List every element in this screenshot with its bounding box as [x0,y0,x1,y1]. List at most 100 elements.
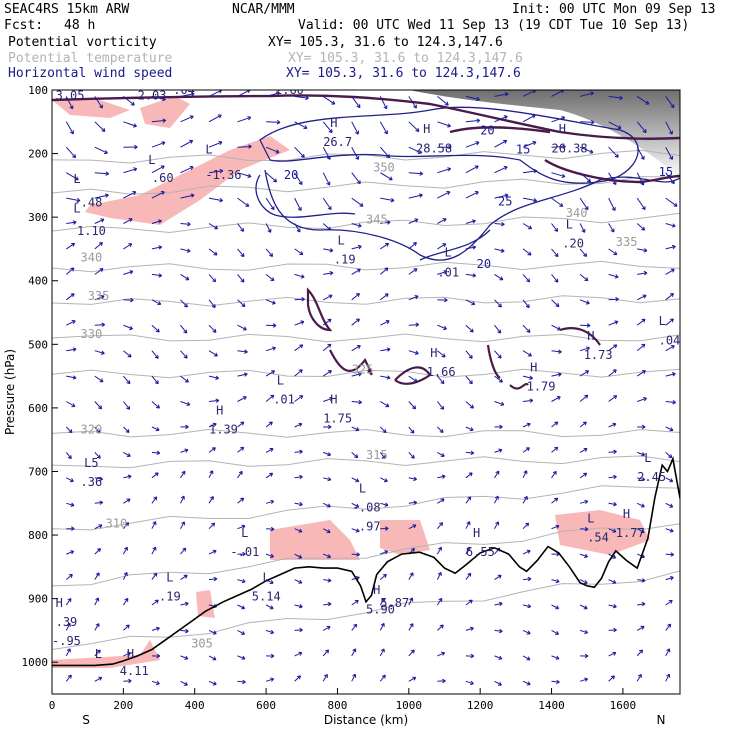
wind-vector [180,221,191,227]
pv-thick-5 [394,366,432,385]
wind-vector [665,400,676,405]
wind-vector [636,528,645,534]
wind-vector [465,496,472,504]
wind-vector [608,474,617,480]
wind-vector [551,421,559,428]
theta-line-8 [52,570,680,650]
pv-label-37: 1.39 [209,422,238,436]
wind-vector [237,324,247,331]
wind-vector [636,172,645,186]
wind-vector [579,499,589,505]
wind-vector [608,651,617,657]
wind-vector [123,350,132,358]
wind-vector [408,171,424,176]
wind-vector [494,299,502,308]
wind-vector [94,476,104,482]
wind-vector [123,375,131,385]
wind-vector [551,497,559,504]
theta-label-2: 330 [81,327,103,341]
pv-label-14: H [423,122,430,136]
wind-vector [579,370,590,377]
wind-vector [294,273,305,279]
wind-vector [608,422,617,428]
pv-label-29: 1.66 [427,365,456,379]
wind-vector [351,623,358,631]
wind-vector [522,576,532,582]
neg-pv-patch-6 [196,590,215,618]
wind-vector [437,270,448,275]
wind-vector [522,522,530,530]
wind-vector [551,578,560,584]
wind-vector [379,622,385,631]
strat-shade [408,90,680,180]
wind-vector [123,218,133,224]
wind-vector [322,294,333,301]
wind-vector [237,604,246,610]
wind-vector [437,350,446,358]
wind-vector [65,426,73,434]
wind-vector [408,476,418,482]
wind-vector [66,197,81,203]
stratosphere-shading [408,90,680,180]
pv-label-17: 26.38 [552,141,588,155]
wind-vector [494,165,508,174]
pv-label-32: L [277,373,284,387]
wind-vector [208,398,220,403]
pv-label-21: .01 [437,265,459,279]
wind-vector [551,446,559,453]
theta-line-7 [52,523,680,587]
wind-vector [94,676,103,682]
wind-contour-0 [259,106,639,184]
wind-vector [608,627,617,633]
wind-vector [380,526,389,531]
wind-vector [180,273,190,281]
wind-vector [437,96,449,106]
wind-vector [636,673,642,682]
wind-vector [437,375,445,385]
wind-vector [380,502,389,507]
wind-vector [151,141,166,148]
y-tick-label-3: 400 [28,275,48,288]
wind-vector [380,550,389,555]
wind-vector [294,675,301,682]
wind-vectors [65,90,678,686]
wind-vector [436,546,442,555]
fcst-value: 48 h [64,18,96,33]
wind-vector [351,552,360,557]
wind-vector [265,299,276,305]
x-end-label-north: N [657,713,666,727]
wind-vector [66,375,77,380]
wind-vector [408,121,420,132]
wind-vector [237,655,246,660]
wind-vector [637,451,646,457]
x-tick-label-7: 1400 [538,699,565,712]
wind-vector [265,223,272,233]
wind-vector [579,346,590,352]
wind-vector [180,547,187,555]
wind-vector [608,449,617,455]
wind-vector [208,522,216,530]
pv-label-53: L [263,571,270,585]
wind-vector [294,369,303,377]
wind-vector [265,172,278,183]
wind-vector [65,452,72,460]
x-tick-label-1: 200 [113,699,133,712]
wind-vector [380,320,390,326]
wind-label-0: 20 [284,168,298,182]
wind-vector [180,655,189,660]
wind-label-4: 15 [516,143,530,157]
wind-vector [208,114,222,123]
wind-vector [265,197,275,211]
wind-vector [123,167,138,174]
wind-vector [608,95,623,101]
wind-vector [265,394,275,402]
wind-vector [665,244,676,250]
wind-vector [665,426,674,432]
wind-vector [94,146,108,154]
wind-vector [637,601,646,607]
theta-label-7: 305 [191,637,213,651]
pv-label-25: .04 [659,333,681,347]
wind-vector [208,680,217,686]
wind-vector [408,322,420,328]
wind-contour-2 [255,174,356,218]
